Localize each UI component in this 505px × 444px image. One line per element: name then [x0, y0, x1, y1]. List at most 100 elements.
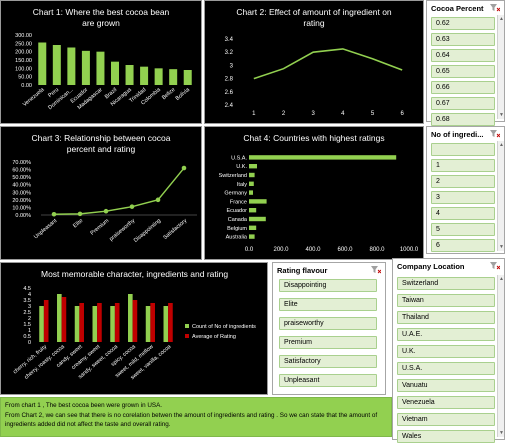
slicer-item[interactable]: 0.63 [431, 33, 495, 46]
bar [249, 155, 397, 160]
bar [125, 65, 134, 85]
slicer-item[interactable]: Disappointing [279, 279, 377, 292]
y-tick-label: 150.00 [15, 58, 32, 64]
insight-line-1: From chart 1 , The best cocoa been were … [5, 402, 163, 409]
bar-ingredients [128, 294, 133, 342]
scroll-up-icon[interactable]: ▲ [499, 276, 504, 282]
slicer-item[interactable]: Thailand [397, 311, 495, 324]
y-tick-label: 0.00 [21, 83, 32, 89]
slicer-scrollbar[interactable]: ▲ ▼ [497, 141, 504, 251]
chart2-panel[interactable]: Chart 2: Effect of amount of ingredient … [204, 0, 424, 124]
chart1-title: Chart 1: Where the best cocoa bean are g… [32, 7, 170, 28]
no-of-ingredients-slicer[interactable]: No of ingredi... 1 2 3 4 5 6 ▲ ▼ [426, 126, 505, 254]
slicer-item[interactable]: 4 [431, 207, 495, 220]
chart5-panel[interactable]: Most memorable character, ingredients an… [0, 262, 268, 395]
y-tick-label: Australia [226, 235, 248, 241]
y-tick-label: 4 [28, 292, 31, 298]
slicer-item[interactable]: Vietnam [397, 413, 495, 426]
y-tick-label: 3.5 [23, 298, 31, 304]
rating-flavour-slicer[interactable]: Rating flavour Disappointing Elite praisew… [272, 262, 386, 395]
y-tick-label: 3 [28, 304, 31, 310]
slicer-item[interactable]: 5 [431, 223, 495, 236]
slicer-item[interactable]: 0.64 [431, 49, 495, 62]
chart4-plot: U.S.A. U.K. Switzerland Italy Germany France E… [219, 155, 419, 253]
chart3-panel[interactable]: Chart 3: Relationship between cocoa perc… [0, 126, 202, 260]
y-tick-label: Ecuador [227, 208, 248, 214]
x-tick-label: Elite [72, 218, 84, 229]
slicer-item[interactable]: Taiwan [397, 294, 495, 307]
y-tick-label: Switzerland [219, 173, 247, 179]
slicer-item[interactable]: Elite [279, 298, 377, 311]
bar-ingredients [145, 306, 151, 342]
slicer-item[interactable]: 3 [431, 191, 495, 204]
y-tick-label: 70.00% [12, 160, 31, 166]
slicer-item[interactable]: U.S.A. [397, 362, 495, 375]
scroll-up-icon[interactable]: ▲ [499, 142, 504, 148]
slicer-item[interactable]: U.A.E. [397, 328, 495, 341]
scroll-down-icon[interactable]: ▼ [499, 244, 504, 250]
y-tick-label: 4.5 [23, 286, 31, 292]
x-tick-label: 1000.0 [400, 247, 419, 253]
x-tick-label: 2 [282, 111, 286, 117]
bar-rating [168, 303, 173, 342]
slicer-item[interactable]: Venezuela [397, 396, 495, 409]
clear-filter-icon[interactable] [490, 130, 500, 138]
x-tick-label: Disappointing [133, 218, 162, 244]
company-location-slicer[interactable]: Company Location Switzerland Taiwan Thaila… [392, 258, 505, 443]
slicer-item[interactable]: 1 [431, 159, 495, 172]
y-tick-label: 200.00 [15, 50, 32, 56]
y-tick-label: 20.00% [12, 198, 31, 204]
y-tick-label: 2.6 [225, 90, 234, 96]
y-tick-label: 1 [28, 328, 31, 334]
slicer-item[interactable]: U.K. [397, 345, 495, 358]
y-tick-label: 30.00% [12, 190, 31, 196]
slicer-item[interactable]: praiseworthy [279, 317, 377, 330]
no-of-ingredients-slicer-title: No of ingredi... [431, 130, 484, 139]
bar [183, 70, 192, 85]
bar [249, 199, 267, 204]
slicer-item[interactable] [431, 143, 495, 156]
chart4-panel[interactable]: Chat 4: Countries with highest ratings U… [204, 126, 424, 260]
bar [96, 51, 105, 85]
bar [249, 164, 257, 169]
y-tick-label: Germany [224, 191, 247, 197]
slicer-item[interactable]: 0.65 [431, 65, 495, 78]
slicer-item[interactable]: Wales [397, 430, 495, 443]
slicer-item[interactable]: Vanuatu [397, 379, 495, 392]
bar-ingredients [74, 306, 80, 342]
clear-filter-icon[interactable] [490, 4, 500, 12]
slicer-item[interactable]: 0.66 [431, 81, 495, 94]
chart1-plot: 0.00 50.00 100.00 150.00 200.00 250.00 300.00 V… [15, 33, 192, 111]
scroll-down-icon[interactable]: ▼ [499, 112, 504, 118]
slicer-item[interactable]: Unpleasant [279, 374, 377, 387]
chart1-panel[interactable]: Chart 1: Where the best cocoa bean are g… [0, 0, 202, 124]
cocoa-percent-slicer[interactable]: Cocoa Percent 0.62 0.63 0.64 0.65 0.66 0.67 0.… [426, 0, 505, 126]
slicer-item[interactable]: 6 [431, 239, 495, 252]
x-tick-label: 600.0 [337, 247, 353, 253]
legend-label: Average of Rating [192, 334, 236, 340]
clear-filter-icon[interactable] [490, 262, 500, 270]
slicer-item[interactable]: 0.67 [431, 97, 495, 110]
y-tick-label: 2.5 [23, 310, 31, 316]
x-tick-label: Venezuela [22, 86, 46, 108]
y-tick-label: 2.4 [225, 103, 234, 109]
y-tick-label: 3.4 [225, 37, 234, 43]
slicer-item[interactable]: Switzerland [397, 277, 495, 290]
x-tick-label: Bolivia [175, 86, 192, 102]
clear-filter-icon[interactable] [371, 266, 381, 274]
y-tick-label: 0 [28, 340, 31, 346]
slicer-scrollbar[interactable]: ▲ ▼ [497, 275, 504, 437]
scroll-down-icon[interactable]: ▼ [499, 430, 504, 436]
slicer-item[interactable]: 0.62 [431, 17, 495, 30]
bar [169, 69, 178, 85]
data-point [51, 211, 57, 217]
slicer-item[interactable]: Satisfactory [279, 355, 377, 368]
slicer-item[interactable]: 2 [431, 175, 495, 188]
scroll-up-icon[interactable]: ▲ [499, 16, 504, 22]
x-tick-label: 800.0 [369, 247, 385, 253]
slicer-scrollbar[interactable]: ▲ ▼ [497, 15, 504, 119]
slicer-item[interactable]: Premium [279, 336, 377, 349]
slicer-item[interactable]: 0.68 [431, 113, 495, 126]
y-tick-label: 10.00% [12, 205, 31, 211]
